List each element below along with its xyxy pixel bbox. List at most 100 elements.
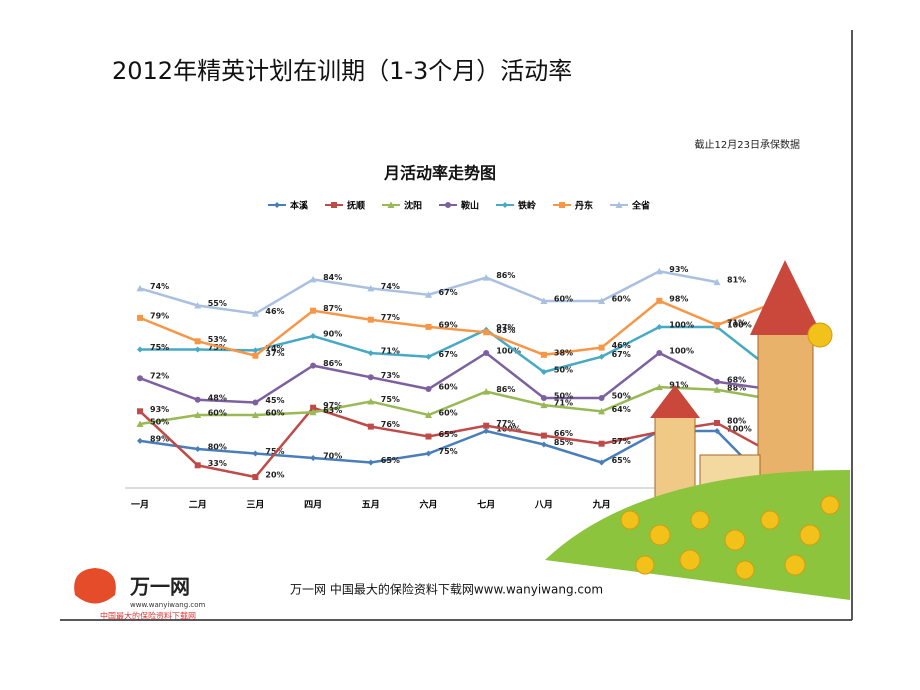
series-line bbox=[139, 351, 775, 404]
data-label: 46% bbox=[612, 341, 631, 350]
data-label: 38% bbox=[554, 348, 573, 357]
data-label: 33% bbox=[208, 459, 227, 468]
point bbox=[194, 338, 201, 345]
data-label: 67% bbox=[439, 288, 458, 297]
data-label: 60% bbox=[612, 295, 631, 304]
point bbox=[656, 350, 663, 356]
point bbox=[137, 314, 143, 321]
data-label: 84% bbox=[323, 273, 342, 282]
point bbox=[598, 395, 605, 401]
data-label: 65% bbox=[612, 456, 631, 465]
legend-marker bbox=[615, 201, 623, 208]
data-label: 86% bbox=[496, 271, 515, 280]
data-label: 50% bbox=[554, 366, 573, 375]
point bbox=[367, 350, 374, 357]
data-label: 97% bbox=[323, 401, 342, 410]
point bbox=[194, 446, 201, 452]
data-label: 67% bbox=[612, 350, 631, 359]
legend-marker bbox=[331, 202, 337, 208]
data-label: 93% bbox=[150, 405, 169, 414]
legend-marker bbox=[387, 201, 395, 208]
data-label: 89% bbox=[150, 434, 169, 443]
data-label: 60% bbox=[439, 383, 458, 392]
point bbox=[310, 404, 317, 411]
point bbox=[194, 462, 201, 469]
data-label: 60% bbox=[554, 295, 573, 304]
point bbox=[252, 347, 259, 354]
x-tick-label: 八月 bbox=[534, 500, 553, 511]
point bbox=[137, 437, 143, 444]
legend-label: 铁岭 bbox=[518, 200, 536, 212]
point bbox=[655, 383, 663, 391]
point bbox=[367, 374, 374, 381]
point bbox=[309, 275, 317, 283]
legend-label: 鞍山 bbox=[461, 200, 479, 212]
data-label: 53% bbox=[208, 335, 227, 344]
data-label: 100% bbox=[727, 425, 752, 434]
data-label: 76% bbox=[381, 420, 400, 429]
series-line bbox=[139, 385, 775, 426]
data-label: 75% bbox=[265, 447, 284, 456]
data-label: 71% bbox=[727, 319, 746, 328]
data-label: 63% bbox=[323, 406, 342, 415]
decoration bbox=[545, 260, 850, 600]
data-label: 55% bbox=[208, 299, 227, 308]
legend-label: 丹东 bbox=[575, 200, 593, 212]
data-label: 80% bbox=[727, 417, 746, 426]
point bbox=[194, 346, 201, 353]
data-label: 77% bbox=[381, 313, 400, 322]
point bbox=[309, 408, 317, 416]
data-label: 50% bbox=[150, 418, 169, 427]
series-line bbox=[140, 325, 776, 374]
point bbox=[540, 432, 547, 439]
data-label: 46% bbox=[265, 307, 284, 316]
legend-label: 抚顺 bbox=[347, 200, 365, 212]
data-label: 60% bbox=[439, 409, 458, 418]
x-tick-label: 七月 bbox=[477, 499, 495, 511]
point bbox=[310, 307, 317, 314]
point bbox=[483, 428, 490, 434]
point bbox=[482, 274, 490, 281]
point bbox=[598, 353, 605, 360]
point bbox=[425, 386, 432, 392]
point bbox=[251, 310, 259, 317]
point bbox=[136, 420, 144, 427]
point bbox=[425, 433, 432, 440]
point bbox=[598, 440, 605, 447]
point bbox=[540, 369, 547, 375]
point bbox=[367, 398, 375, 405]
point bbox=[540, 395, 547, 401]
point bbox=[367, 316, 374, 323]
point bbox=[713, 386, 721, 393]
legend-marker bbox=[274, 202, 280, 208]
data-label: 75% bbox=[381, 395, 400, 404]
data-label: 88% bbox=[727, 383, 746, 392]
point bbox=[656, 297, 663, 304]
point bbox=[425, 291, 432, 298]
x-tick-label: 六月 bbox=[419, 499, 437, 511]
data-label: 86% bbox=[496, 385, 515, 394]
point bbox=[251, 411, 259, 418]
legend-label: 沈阳 bbox=[404, 200, 422, 212]
point bbox=[310, 362, 317, 369]
data-label: 80% bbox=[208, 443, 227, 452]
data-label: 74% bbox=[381, 282, 400, 291]
note: 截止12月23日承保数据 bbox=[695, 138, 800, 151]
point bbox=[137, 375, 143, 382]
point bbox=[540, 351, 547, 358]
logo-text: 万一网 bbox=[129, 575, 190, 599]
data-label: 74% bbox=[265, 344, 284, 353]
data-label: 69% bbox=[439, 320, 458, 329]
data-label: 100% bbox=[669, 321, 694, 330]
point bbox=[194, 396, 201, 403]
legend-label: 全省 bbox=[631, 200, 650, 212]
data-label: 60% bbox=[265, 409, 284, 418]
point bbox=[714, 420, 720, 426]
logo: 万一网 www.wanyiwang.com 中国最大的保险资料下载网 bbox=[74, 568, 206, 621]
data-label: 50% bbox=[612, 392, 631, 401]
series-line bbox=[139, 299, 776, 358]
point bbox=[137, 346, 143, 353]
x-tick-label: 四月 bbox=[304, 500, 322, 511]
data-label: 57% bbox=[612, 437, 631, 446]
